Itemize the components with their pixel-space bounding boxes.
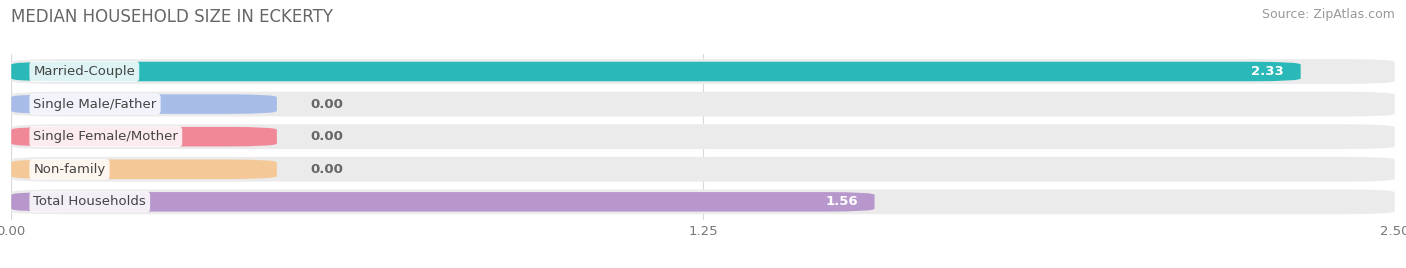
Text: 0.00: 0.00 [311,130,343,143]
FancyBboxPatch shape [11,189,1395,214]
Text: 1.56: 1.56 [825,195,858,208]
FancyBboxPatch shape [11,59,1395,84]
FancyBboxPatch shape [11,94,277,114]
Text: Married-Couple: Married-Couple [34,65,135,78]
Text: MEDIAN HOUSEHOLD SIZE IN ECKERTY: MEDIAN HOUSEHOLD SIZE IN ECKERTY [11,8,333,26]
Text: Source: ZipAtlas.com: Source: ZipAtlas.com [1261,8,1395,21]
FancyBboxPatch shape [11,92,1395,117]
FancyBboxPatch shape [11,192,875,212]
Text: Non-family: Non-family [34,163,105,176]
Text: Single Female/Mother: Single Female/Mother [34,130,179,143]
Text: Total Households: Total Households [34,195,146,208]
FancyBboxPatch shape [11,159,277,179]
Text: 2.33: 2.33 [1251,65,1284,78]
FancyBboxPatch shape [11,124,1395,149]
FancyBboxPatch shape [11,62,1301,81]
FancyBboxPatch shape [11,127,277,146]
FancyBboxPatch shape [11,157,1395,182]
Text: 0.00: 0.00 [311,163,343,176]
Text: Single Male/Father: Single Male/Father [34,98,156,111]
Text: 0.00: 0.00 [311,98,343,111]
